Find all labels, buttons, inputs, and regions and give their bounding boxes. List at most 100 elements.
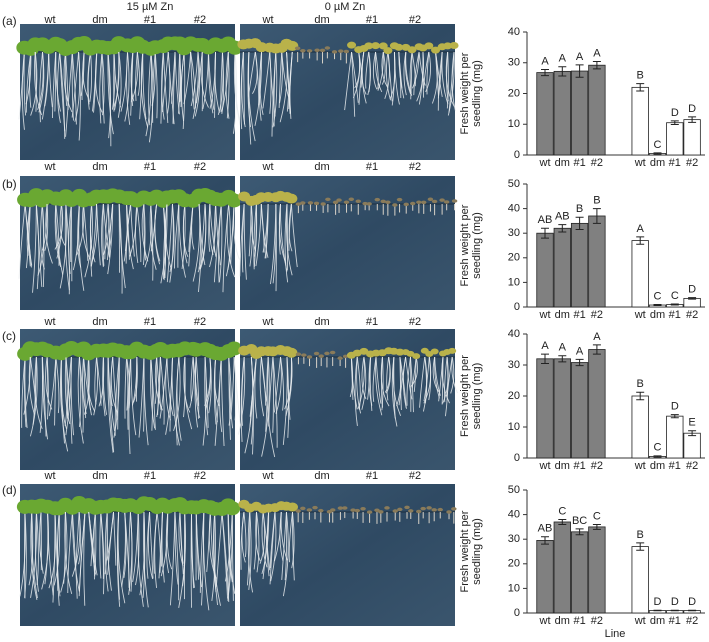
root (45, 203, 53, 264)
x-tick-label: dm (555, 615, 570, 627)
root (190, 51, 199, 107)
root (133, 356, 138, 403)
root (380, 356, 384, 408)
root (254, 51, 263, 126)
root (278, 51, 283, 108)
root (56, 203, 63, 259)
root (344, 51, 353, 111)
root (132, 511, 139, 583)
bar (683, 297, 701, 308)
bar (553, 358, 571, 459)
error-bar (541, 353, 549, 364)
y-tick-label: 20 (508, 87, 520, 99)
root (136, 51, 141, 96)
leaf (385, 200, 391, 204)
root (83, 356, 87, 419)
root (262, 51, 271, 109)
root (213, 356, 217, 425)
root (64, 51, 68, 106)
root (32, 203, 37, 293)
root (192, 51, 199, 119)
root (26, 203, 31, 256)
bar (588, 64, 606, 156)
photo-label: dm (92, 161, 107, 173)
error-bar (558, 224, 567, 233)
leaf (360, 506, 366, 511)
root (143, 203, 146, 261)
root (393, 51, 400, 105)
root (372, 51, 378, 90)
root (448, 51, 455, 113)
root (292, 511, 295, 581)
seedling-photo (16, 484, 241, 626)
root (114, 51, 120, 111)
leaf (397, 507, 403, 512)
root (107, 511, 114, 575)
root (41, 356, 48, 440)
root (68, 203, 72, 274)
leaf (364, 42, 374, 50)
significance-letter: B (576, 203, 583, 215)
root (64, 511, 73, 594)
error-bar (541, 227, 549, 239)
root (34, 356, 43, 429)
y-tick-label: 50 (508, 484, 520, 496)
photo-label: dm (92, 470, 107, 482)
root (23, 51, 27, 116)
root (104, 511, 109, 592)
root (261, 511, 268, 568)
root (148, 51, 152, 126)
root (169, 203, 175, 272)
root (156, 356, 161, 418)
root (172, 51, 176, 124)
photo-label: wt (262, 161, 274, 173)
root (150, 356, 156, 430)
root (65, 51, 73, 137)
photo-label: wt (262, 470, 274, 482)
root (183, 356, 186, 418)
root (101, 51, 105, 124)
root (381, 51, 386, 85)
x-tick-label: dm (650, 460, 665, 472)
root (124, 203, 132, 252)
root (260, 356, 268, 402)
seedling-photo (17, 176, 243, 310)
root (248, 511, 252, 590)
error-bar (575, 528, 584, 536)
x-tick-label: #1 (573, 615, 585, 627)
leaf (325, 197, 331, 202)
significance-letter: B (637, 70, 644, 82)
root (230, 356, 235, 420)
leaf (366, 510, 373, 514)
root (139, 511, 145, 596)
root (89, 51, 92, 102)
leaf (427, 197, 434, 201)
root (67, 356, 72, 419)
leaf (324, 351, 330, 356)
root (41, 511, 49, 590)
leaf (355, 199, 362, 204)
root (156, 511, 161, 573)
root (218, 203, 223, 283)
root (423, 356, 430, 402)
leaf (371, 42, 381, 50)
root (130, 356, 137, 436)
root (107, 51, 114, 135)
significance-letter: D (688, 596, 696, 608)
root (130, 203, 135, 257)
root (174, 511, 180, 601)
leaf (392, 509, 398, 513)
root (413, 51, 420, 96)
leaf (394, 43, 404, 51)
root (243, 203, 247, 280)
leaf (314, 48, 320, 52)
significance-letter: D (671, 107, 679, 119)
significance-letter: A (576, 51, 584, 63)
panel-label: (d) (2, 483, 17, 497)
root (411, 51, 416, 87)
root (410, 356, 418, 388)
root (255, 511, 261, 562)
root (246, 511, 251, 586)
leaf (224, 501, 241, 516)
error-bar (688, 297, 697, 300)
